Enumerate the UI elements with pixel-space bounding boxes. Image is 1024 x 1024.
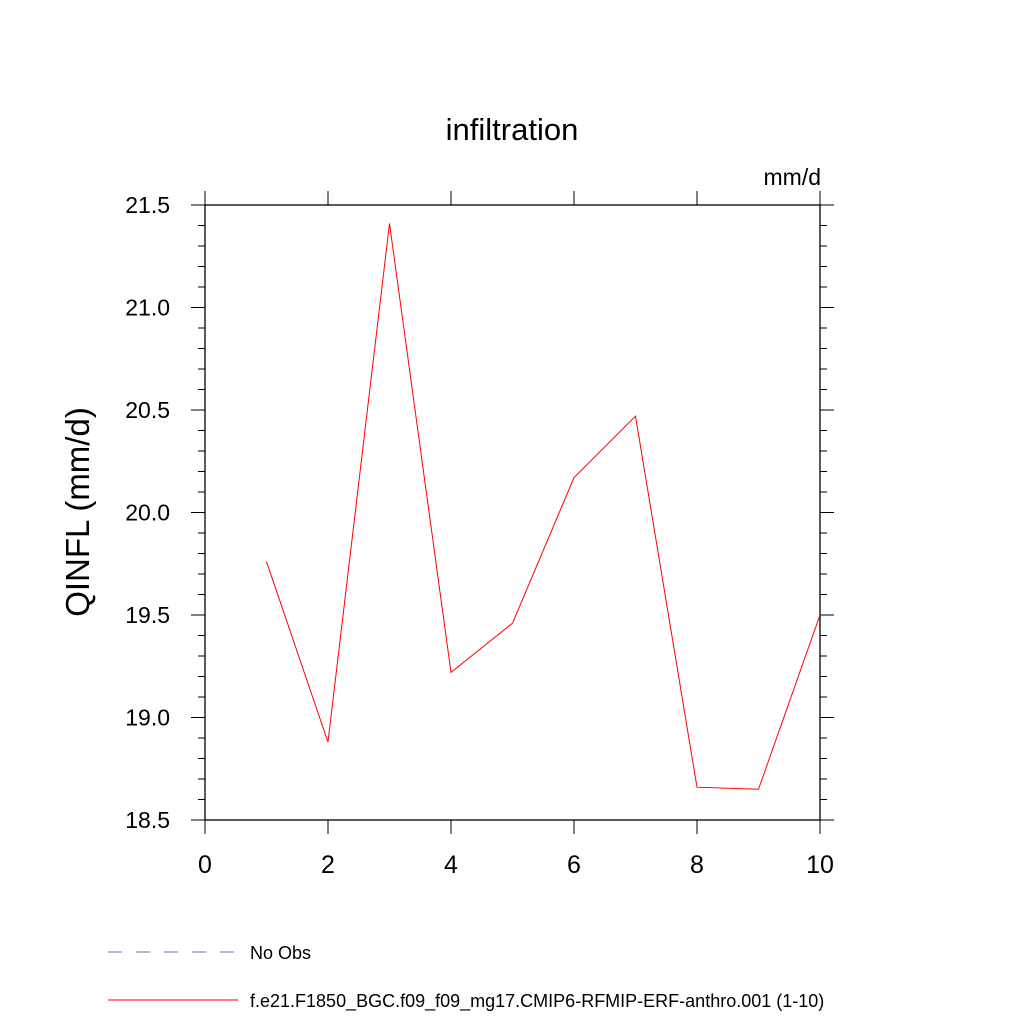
series-line (266, 223, 821, 790)
y-tick-label: 20.0 (125, 500, 170, 526)
series-layer (266, 223, 821, 790)
x-tick-label: 0 (198, 851, 212, 879)
units-label: mm/d (764, 164, 822, 190)
y-axis-ticks: 18.5 19.0 19.5 20.0 20.5 21.0 21.5 (125, 192, 834, 833)
y-tick-label: 19.0 (125, 705, 170, 731)
x-tick-label: 10 (806, 851, 834, 879)
y-tick-label: 20.5 (125, 397, 170, 423)
plot-frame (204, 204, 821, 821)
y-tick-label: 21.0 (125, 295, 170, 321)
chart-title: infiltration (446, 112, 579, 147)
legend-label: No Obs (250, 943, 311, 963)
x-tick-label: 4 (444, 851, 458, 879)
x-tick-label: 6 (567, 851, 581, 879)
plot-border (204, 204, 821, 821)
legend: No Obs f.e21.F1850_BGC.f09_f09_mg17.CMIP6… (108, 943, 824, 1012)
y-tick-label: 18.5 (125, 807, 170, 833)
y-tick-label: 19.5 (125, 602, 170, 628)
y-tick-label: 21.5 (125, 192, 170, 218)
legend-label: f.e21.F1850_BGC.f09_f09_mg17.CMIP6-RFMIP… (250, 991, 824, 1012)
x-axis-ticks: 0 2 4 6 8 10 (198, 191, 834, 879)
x-tick-label: 8 (690, 851, 704, 879)
x-tick-label: 2 (321, 851, 335, 879)
y-axis-label: QINFL (mm/d) (59, 407, 96, 617)
